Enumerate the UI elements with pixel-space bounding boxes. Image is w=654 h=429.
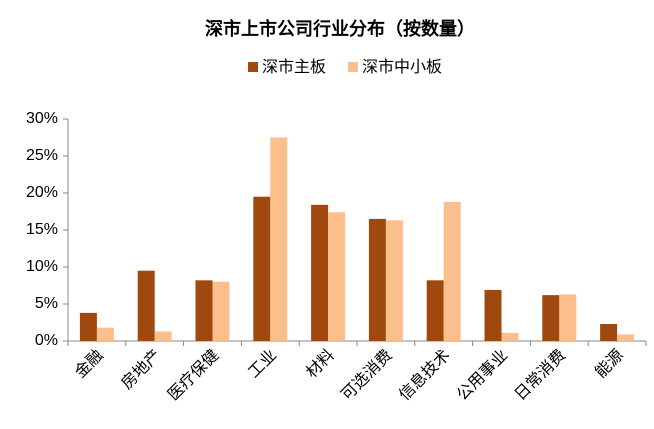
bar (270, 137, 288, 341)
bar (79, 312, 97, 341)
bar (542, 295, 560, 341)
legend-swatch (348, 62, 359, 72)
bar (212, 281, 230, 341)
bar (137, 270, 155, 341)
x-tick-label: 房地产 (118, 346, 165, 393)
x-tick-label: 信息技术 (396, 346, 454, 404)
bar (311, 204, 329, 341)
bar (328, 212, 346, 341)
x-tick-label: 公用事业 (453, 346, 511, 404)
legend-label: 深市主板 (262, 58, 326, 76)
y-tick-label: 30% (26, 110, 58, 127)
legend-swatch (248, 62, 258, 72)
bar (600, 323, 618, 341)
x-tick-label: 工业 (245, 346, 280, 381)
bar (96, 327, 114, 341)
bar (617, 334, 635, 341)
bar (443, 201, 461, 341)
bar (501, 332, 519, 341)
x-tick-label: 能源 (592, 346, 627, 381)
y-tick-label: 5% (35, 295, 58, 312)
y-tick-label: 15% (26, 221, 58, 238)
x-tick-label: 日常消费 (511, 346, 569, 404)
y-tick-label: 20% (26, 184, 58, 201)
y-tick-label: 10% (26, 258, 58, 275)
bar (426, 280, 444, 341)
bar (253, 196, 271, 341)
x-tick-label: 可选消费 (338, 346, 396, 404)
bar (484, 289, 502, 341)
x-tick-label: 金融 (71, 346, 106, 381)
x-tick-label: 材料 (303, 346, 338, 381)
bar (368, 218, 386, 341)
y-tick-label: 0% (35, 332, 58, 349)
chart-title: 深市上市公司行业分布（按数量） (205, 18, 475, 39)
bar (154, 331, 172, 341)
bar (559, 294, 577, 341)
x-tick-label: 医疗保健 (164, 346, 222, 404)
y-tick-label: 25% (26, 147, 58, 164)
bar (385, 220, 403, 341)
legend-label: 深市中小板 (362, 58, 442, 76)
bar (195, 280, 213, 341)
